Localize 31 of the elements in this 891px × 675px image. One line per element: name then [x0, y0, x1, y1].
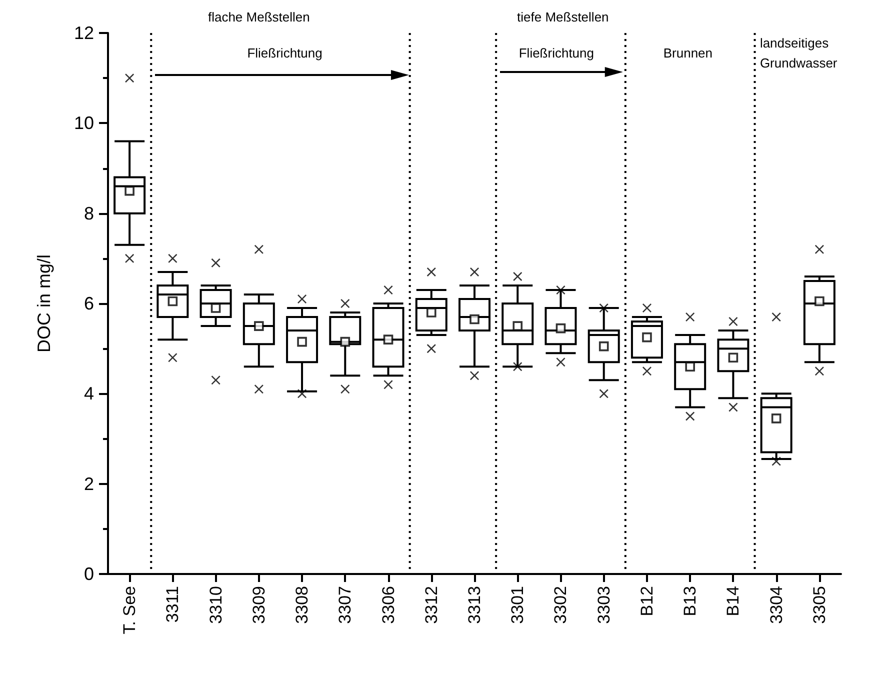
x-tick-label: 3312 [422, 586, 441, 624]
x-tick-label: 3307 [336, 586, 355, 624]
y-tick-label: 6 [84, 294, 94, 314]
x-tick-label: 3302 [551, 586, 570, 624]
x-tick-label: 3304 [766, 586, 786, 624]
x-tick-label: B12 [637, 586, 656, 616]
x-tick-label: T. See [120, 586, 140, 634]
x-tick-label: 3305 [810, 586, 829, 624]
y-tick-label: 2 [84, 474, 94, 494]
y-tick-label: 8 [84, 203, 94, 224]
x-tick-label: 3313 [465, 586, 484, 624]
annotation: Fließrichtung [518, 46, 594, 60]
x-tick-label: 3310 [206, 586, 226, 624]
x-tick-label: 3311 [163, 586, 182, 623]
text: tiefe Meßstellen [517, 10, 609, 24]
x-tick-label: 3309 [249, 586, 268, 624]
y-axis-title: DOC in mg/l [34, 254, 54, 353]
y-tick-label: 12 [74, 23, 94, 43]
annotation: landseitiges Grundwasser [760, 36, 838, 70]
annotation: Fließrichtung [247, 46, 322, 60]
x-tick-label: 3301 [508, 586, 528, 624]
y-tick-label: 4 [84, 384, 94, 404]
y-tick-label: 10 [74, 113, 94, 134]
x-tick-label: 3306 [378, 586, 398, 624]
text: flache Meßstellen [208, 10, 310, 24]
x-tick-label: 3308 [292, 586, 312, 624]
x-tick-label: B14 [724, 586, 743, 616]
annotation: Brunnen [663, 46, 713, 60]
x-tick-label: 3303 [594, 586, 614, 624]
y-tick-label: 0 [84, 564, 94, 584]
x-tick-label: B13 [680, 586, 700, 616]
